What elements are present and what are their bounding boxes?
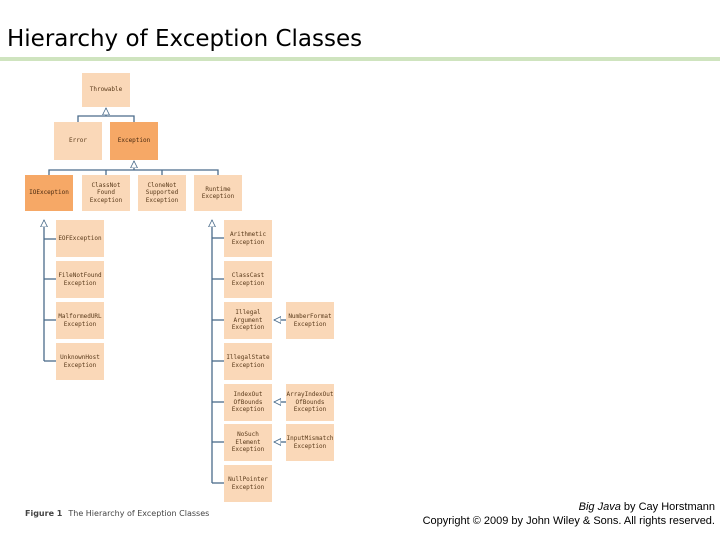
node-runtimeexception: Runtime Exception	[194, 175, 242, 211]
node-ioexception: IOException	[25, 175, 73, 211]
node-exception: Exception	[110, 122, 158, 160]
node-arithmeticexception: Arithmetic Exception	[224, 220, 272, 257]
node-indexoutofboundsexception: IndexOut OfBounds Exception	[224, 384, 272, 421]
node-malformedurlexception: MalformedURL Exception	[56, 302, 104, 339]
edge-exception-children	[48, 169, 219, 175]
node-error: Error	[54, 122, 102, 160]
node-eofexception: EOFException	[56, 220, 104, 257]
book-credit: Big Java by Cay Horstmann	[315, 501, 715, 513]
book-title: Big Java	[578, 501, 621, 513]
figure-number: Figure 1	[25, 509, 63, 518]
node-arrayindexoutofboundsexception: ArrayIndexOut OfBounds Exception	[286, 384, 334, 421]
node-classnotfound: ClassNot Found Exception	[82, 175, 130, 211]
node-nosuchelementexception: NoSuch Element Exception	[224, 424, 272, 461]
node-inputmismatchexception: InputMismatch Exception	[286, 424, 334, 461]
node-illegalstateexception: IllegalState Exception	[224, 343, 272, 380]
title-divider	[0, 57, 720, 61]
node-clonenotsupported: CloneNot Supported Exception	[138, 175, 186, 211]
node-nullpointerexception: NullPointer Exception	[224, 465, 272, 502]
node-unknownhostexception: UnknownHost Exception	[56, 343, 104, 380]
figure-caption-text: The Hierarchy of Exception Classes	[68, 509, 210, 518]
node-filenotfoundexception: FileNotFound Exception	[56, 261, 104, 298]
node-classcastexception: ClassCast Exception	[224, 261, 272, 298]
book-author: by Cay Horstmann	[620, 501, 715, 513]
slide-title: Hierarchy of Exception Classes	[7, 26, 363, 52]
node-numberformatexception: NumberFormat Exception	[286, 302, 334, 339]
copyright-notice: Copyright © 2009 by John Wiley & Sons. A…	[422, 515, 715, 527]
figure-caption: Figure 1 The Hierarchy of Exception Class…	[25, 509, 209, 518]
node-illegalargumentexception: Illegal Argument Exception	[224, 302, 272, 339]
node-throwable: Throwable	[82, 73, 130, 107]
